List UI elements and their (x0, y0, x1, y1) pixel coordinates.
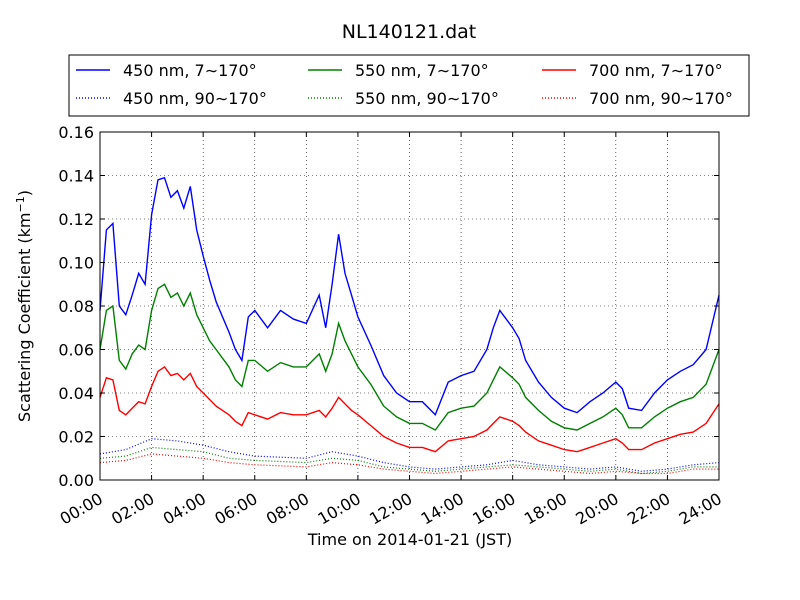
x-tick-label: 20:00 (572, 489, 621, 529)
legend-box (68, 54, 750, 117)
y-tick-label: 0.12 (58, 210, 94, 229)
x-tick-label: 12:00 (366, 489, 415, 529)
x-tick-label: 18:00 (521, 489, 570, 529)
series-line (99, 438, 720, 472)
y-tick-label: 0.06 (58, 341, 94, 360)
y-tick-label: 0.16 (58, 123, 94, 142)
x-tick-label: 10:00 (314, 489, 363, 529)
plot-area (99, 131, 720, 481)
x-tick-label: 22:00 (624, 489, 673, 529)
series-line (99, 365, 720, 453)
y-tick-label: 0.08 (58, 297, 94, 316)
x-tick-label: 08:00 (263, 489, 312, 529)
x-tick-label: 16:00 (469, 489, 518, 529)
y-tick-labels: 0.00 0.02 0.04 0.06 0.08 0.10 0.12 0.14 0.16 (58, 123, 94, 490)
series-line (99, 453, 719, 475)
y-axis-label: Scattering Coefficient (km−1) (14, 190, 34, 422)
chart-title: NL140121.dat (342, 21, 477, 43)
y-axis-label-suffix: ) (15, 190, 34, 196)
x-tick-label: 02:00 (108, 489, 157, 529)
x-tick-label: 00:00 (57, 489, 106, 529)
series-layer (99, 176, 720, 475)
y-tick-label: 0.10 (58, 254, 94, 273)
legend: 450 nm, 7∼170° 550 nm, 7∼170° 700 nm, 7∼17… (68, 54, 750, 117)
legend-label: 550 nm, 90∼170° (355, 89, 499, 108)
ticks (99, 131, 720, 481)
x-tick-label: 06:00 (211, 489, 260, 529)
legend-label: 450 nm, 7∼170° (123, 61, 257, 80)
x-tick-label: 04:00 (160, 489, 209, 529)
legend-label: 550 nm, 7∼170° (355, 61, 489, 80)
series-line (99, 176, 720, 417)
y-axis-label-prefix: Scattering Coefficient (km (15, 212, 34, 422)
y-axis-label-superscript: −1 (14, 196, 27, 212)
x-axis-label: Time on 2014-01-21 (JST) (307, 530, 512, 549)
series-line (99, 283, 720, 431)
y-tick-label: 0.04 (58, 384, 94, 403)
x-tick-labels: 00:00 02:00 04:00 06:00 08:00 10:00 12:00 14:00… (57, 489, 725, 529)
legend-label: 700 nm, 7∼170° (589, 61, 723, 80)
x-tick-label: 24:00 (676, 489, 725, 529)
x-tick-label: 14:00 (418, 489, 467, 529)
y-tick-label: 0.14 (58, 167, 94, 186)
legend-label: 700 nm, 90∼170° (589, 89, 733, 108)
plot-background (100, 132, 719, 480)
legend-label: 450 nm, 90∼170° (123, 89, 267, 108)
y-tick-label: 0.02 (58, 428, 94, 447)
y-tick-label: 0.00 (58, 471, 94, 490)
